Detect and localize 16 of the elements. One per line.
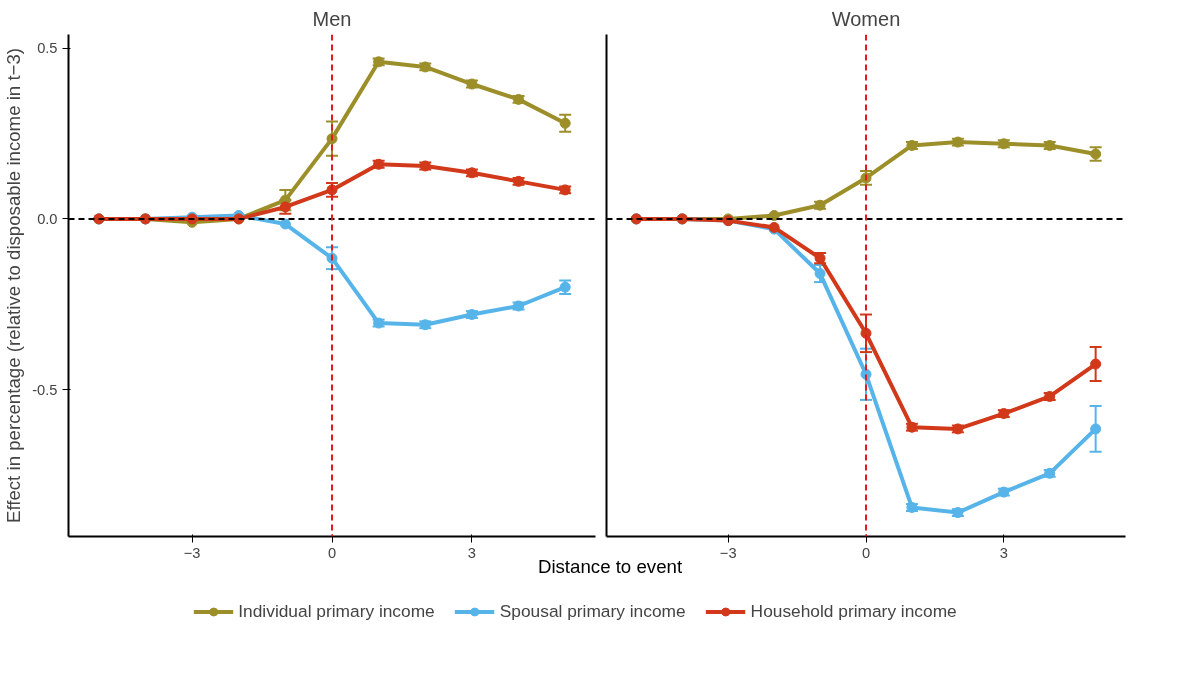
legend-label: Spousal primary income [499,600,686,622]
y-tick-label: 0.5 [37,40,58,57]
x-tick-label: 3 [999,544,1008,561]
legend-label: Household primary income [750,600,957,622]
x-tick-label: 3 [467,544,476,561]
y-tick-label: -0.5 [32,381,58,398]
legend-label: Individual primary income [238,600,435,622]
x-tick-label: 0 [861,544,871,561]
chart-title: Men [312,7,352,30]
x-tick-label: 0 [327,544,337,561]
x-tick-label: −3 [719,544,737,561]
y-axis-title: Effect in percentage (relative to disposable income in t−3) [3,47,25,524]
y-tick-label: 0.0 [37,210,58,227]
x-tick-label: −3 [183,544,201,561]
chart-title: Women [831,7,901,30]
x-axis-title: Distance to event [537,555,683,579]
